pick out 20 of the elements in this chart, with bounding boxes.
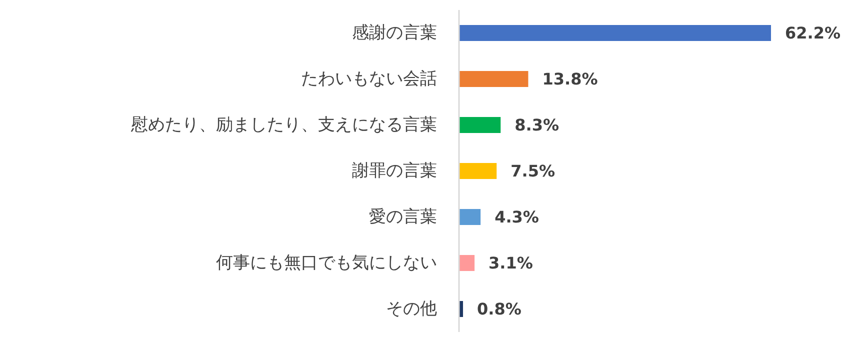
data-label: 13.8% [542,70,598,88]
y-tick-label: 慰めたり、励ましたり、支えになる言葉 [130,115,437,135]
y-tick-label: 愛の言葉 [369,207,437,227]
y-tick-label: 謝罪の言葉 [352,161,437,181]
bar [459,209,481,225]
data-label: 4.3% [494,208,539,226]
data-label: 62.2% [785,24,841,42]
bar [459,255,475,271]
y-tick-label: その他 [386,299,437,319]
data-label: 7.5% [510,162,555,180]
y-tick-label: 感謝の言葉 [352,23,437,43]
y-tick-label: 何事にも無口でも気にしない [216,253,437,273]
data-label: 8.3% [514,116,560,134]
data-label: 3.1% [488,254,533,272]
bar [459,117,501,133]
bar [459,71,528,87]
bar [459,163,497,179]
data-label: 0.8% [477,300,522,318]
bar [459,25,771,41]
y-tick-label: たわいもない会話 [301,69,437,89]
